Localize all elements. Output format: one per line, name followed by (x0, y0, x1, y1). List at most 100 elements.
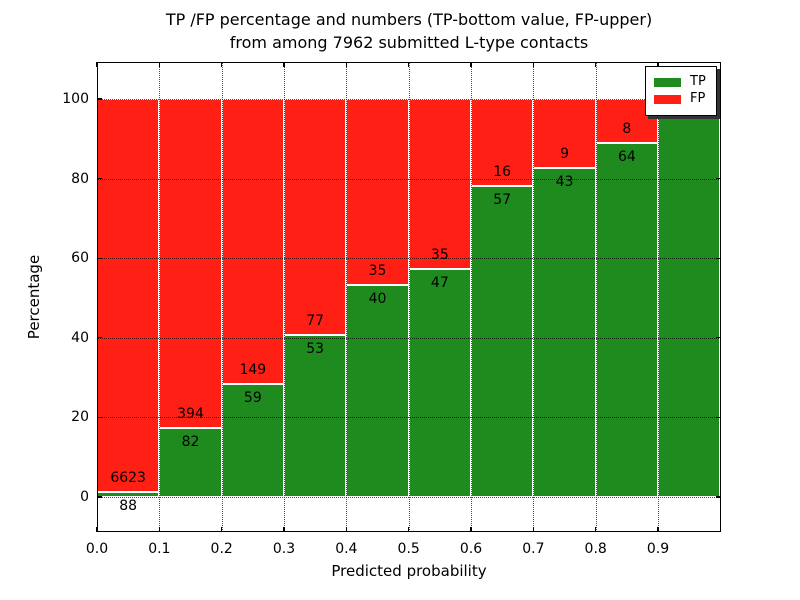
x-tick-top (345, 62, 348, 67)
bar-count-label-fp: 8 (622, 121, 632, 138)
gridline-vertical (658, 62, 660, 532)
gridline-vertical (533, 62, 535, 532)
y-tick-left (97, 496, 102, 498)
y-tick-left (97, 177, 102, 180)
x-tick-top (158, 62, 161, 67)
y-tick-label: 0 (80, 489, 89, 505)
bar-count-label-tp: 40 (368, 290, 387, 307)
x-tick-label: 0.7 (522, 541, 545, 557)
bar-segment-tp (408, 268, 472, 497)
bar-count-label-tp: 53 (306, 340, 325, 357)
ticks-layer: 0 20 40 60 80 100 0.0 0.1 0.2 0.3 0.4 0.5 0.6 0.7 0.8 0… (62, 62, 721, 557)
bar-count-label-fp: 35 (430, 246, 449, 263)
y-axis-label: Percentage (25, 254, 43, 340)
bar-count-label-fp: 16 (493, 164, 512, 181)
bar-count-label-tp: 64 (617, 149, 636, 166)
bar-count-label-tp: 59 (243, 390, 262, 407)
x-tick-label: 0.9 (646, 541, 670, 557)
bar-segment-tp (658, 99, 721, 497)
gridline-vertical (471, 62, 473, 532)
y-tick-right (716, 416, 721, 419)
y-tick-right (716, 98, 721, 100)
x-tick-bottom (407, 527, 410, 532)
bar-count-label-tp: 43 (555, 173, 574, 190)
y-tick-left (97, 416, 102, 419)
bar-count-label-tp: 57 (493, 192, 512, 209)
y-tick-label: 20 (71, 409, 89, 426)
x-tick-top (220, 62, 223, 67)
gridline-vertical (595, 62, 597, 532)
x-tick-bottom (532, 527, 535, 532)
gridline-vertical (159, 62, 161, 532)
tp-color-swatch (654, 77, 681, 87)
bar-segment-tp (533, 167, 596, 497)
bar-segment-tp (159, 428, 222, 497)
x-tick-label: 0.1 (148, 541, 171, 557)
bar-count-label-fp: 6623 (110, 469, 146, 486)
x-tick-top (407, 62, 410, 67)
chart-title-line2: from among 7962 submitted L-type contact… (229, 33, 589, 52)
x-tick-top (532, 62, 535, 67)
y-tick-label: 80 (71, 170, 89, 187)
bar-segment-tp (284, 334, 347, 497)
fp-color-swatch (654, 94, 681, 104)
gridline-vertical (284, 62, 285, 532)
y-tick-left (97, 98, 102, 100)
x-tick-label: 0.6 (459, 541, 483, 557)
bar-count-label-fp: 149 (239, 362, 267, 379)
y-tick-left (97, 337, 102, 339)
x-tick-label: 0.5 (397, 541, 420, 557)
bar-count-label-fp: 394 (177, 406, 204, 423)
y-tick-left (97, 257, 102, 259)
legend-label-tp: TP (690, 74, 706, 89)
x-tick-label: 0.0 (85, 541, 109, 557)
gridline-vertical (346, 62, 348, 532)
bars-layer (97, 62, 721, 532)
x-tick-label: 0.3 (272, 541, 296, 557)
x-tick-top (283, 62, 285, 67)
bar-segment-tp (595, 143, 659, 497)
legend: TP FP (645, 66, 717, 116)
legend-entry-tp: TP (654, 74, 708, 90)
bar-count-label-fp: 9 (560, 145, 569, 162)
x-tick-bottom (470, 527, 472, 532)
bar-segment-fp (221, 99, 284, 385)
chart-title-line1: TP /FP percentage and numbers (TP-bottom… (165, 10, 653, 29)
x-tick-bottom (345, 527, 348, 532)
x-tick-top (657, 62, 659, 67)
y-tick-right (716, 177, 721, 180)
gridline-vertical (221, 62, 223, 532)
x-tick-top (96, 62, 98, 67)
bar-segment-fp (284, 99, 347, 335)
y-tick-label: 100 (62, 91, 89, 107)
grid-layer (97, 62, 721, 532)
x-tick-label: 0.4 (335, 541, 358, 557)
y-tick-right (716, 257, 721, 259)
y-tick-right (716, 496, 721, 498)
x-axis-label: Predicted probability (331, 562, 487, 580)
y-tick-label: 40 (71, 329, 89, 346)
bar-segment-fp (533, 99, 596, 168)
bar-value-labels-layer: 6623883948214959775335403547165794386483 (97, 62, 721, 532)
bar-count-label-tp: 88 (119, 497, 138, 514)
x-tick-bottom (158, 527, 161, 532)
bar-segment-fp (346, 99, 409, 285)
bar-count-label-tp: 82 (181, 434, 200, 451)
x-tick-bottom (96, 527, 98, 532)
legend-entry-fp: FP (654, 91, 708, 107)
y-tick-right (716, 337, 721, 339)
x-tick-top (470, 62, 472, 67)
chart-title: TP /FP percentage and numbers (TP-bottom… (97, 8, 721, 54)
bar-segment-tp (346, 284, 409, 497)
bar-count-label-fp: 77 (306, 312, 325, 329)
x-tick-top (595, 62, 597, 67)
legend-label-fp: FP (690, 91, 706, 106)
x-tick-label: 0.2 (210, 541, 233, 557)
x-tick-bottom (283, 527, 285, 532)
x-tick-bottom (220, 527, 223, 532)
x-tick-bottom (657, 527, 659, 532)
x-tick-label: 0.8 (584, 541, 607, 557)
bar-segment-tp (471, 186, 534, 497)
y-tick-label: 60 (71, 250, 89, 267)
